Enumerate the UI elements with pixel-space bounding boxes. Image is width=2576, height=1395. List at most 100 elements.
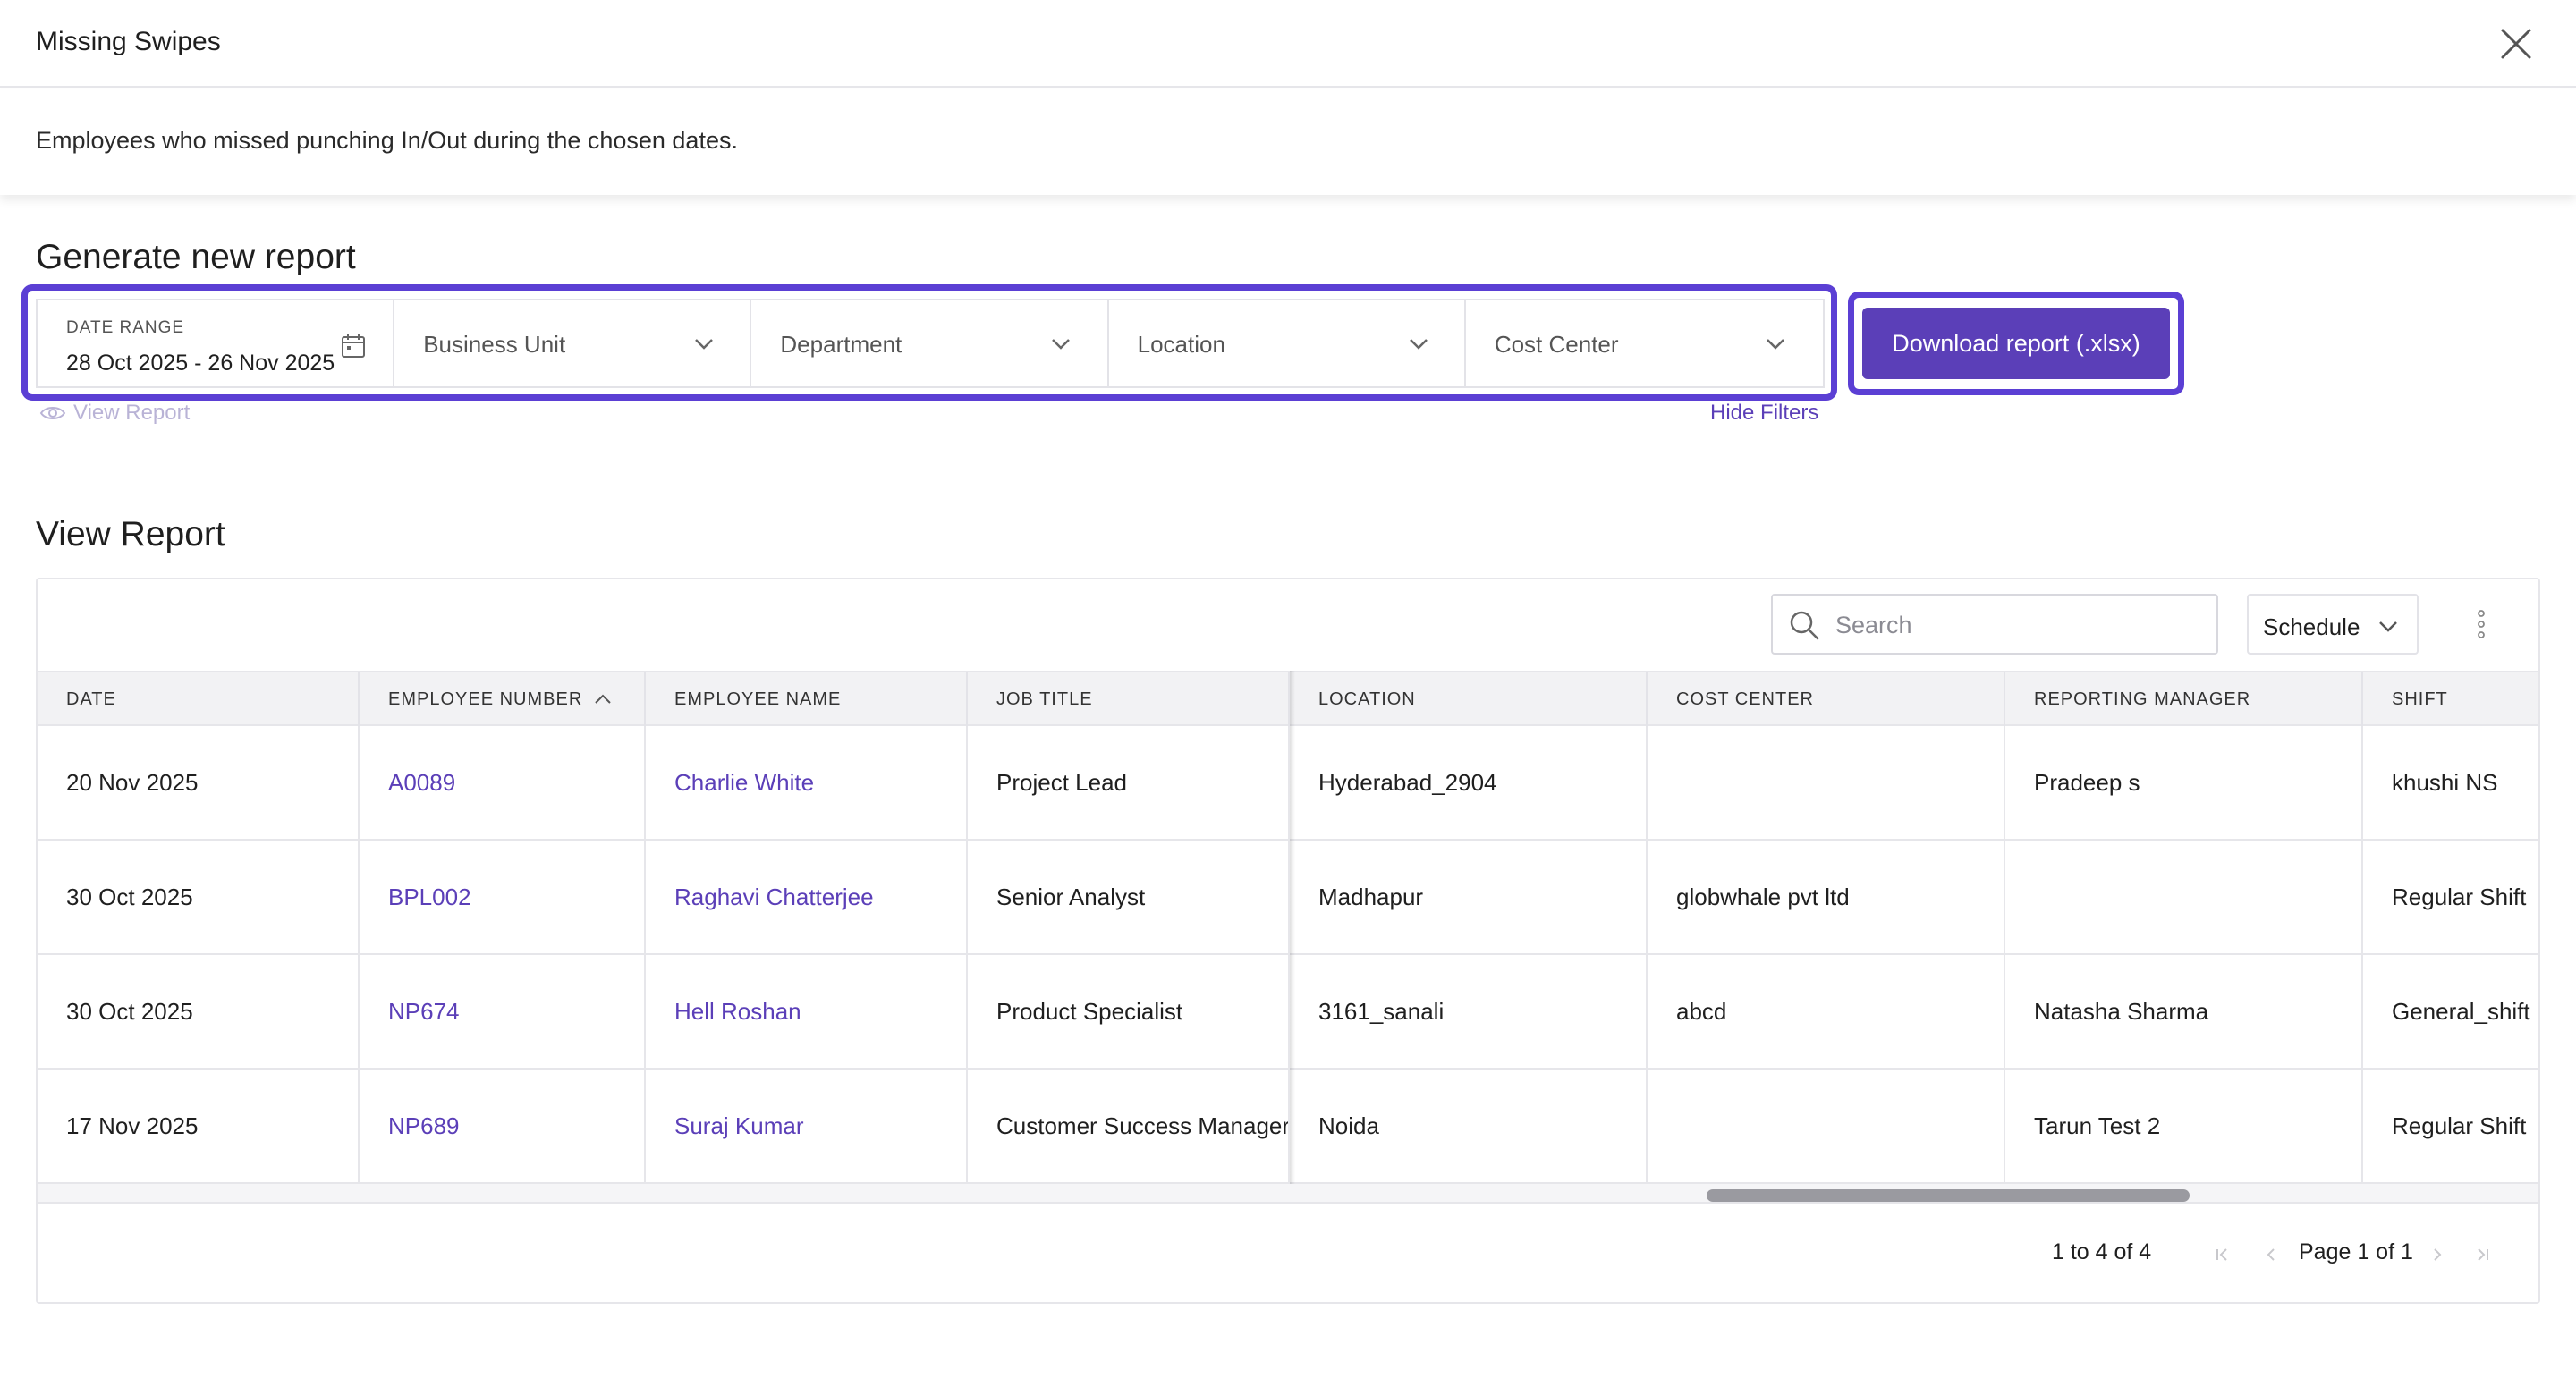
first-page-icon[interactable] [2213, 1245, 2233, 1264]
cell-shift: General_shift [2392, 997, 2530, 1025]
cell-job-title: Product Specialist [968, 955, 1290, 1068]
column-header-label: DATE [66, 689, 116, 709]
cell-job-title: Customer Success Manager [968, 1070, 1290, 1182]
cell-cost-center [1648, 1070, 2005, 1182]
column-header-date[interactable]: DATE [38, 672, 360, 726]
cell-employee-number[interactable]: BPL002 [360, 841, 646, 953]
horizontal-scrollbar[interactable] [38, 1184, 2538, 1204]
next-page-icon[interactable] [2428, 1245, 2447, 1264]
calendar-icon[interactable] [340, 333, 367, 359]
pagination-range: 1 to 4 of 4 [2052, 1239, 2152, 1264]
filters-row: DATE RANGE 28 Oct 2025 - 26 Nov 2025 Bus… [36, 299, 1825, 388]
cell-location: Noida [1290, 1070, 1648, 1182]
cell-employee-name[interactable]: Raghavi Chatterjee [646, 841, 968, 953]
eye-icon [39, 407, 66, 419]
column-header-label: REPORTING MANAGER [2034, 689, 2251, 709]
cell-reporting-manager: Tarun Test 2 [2005, 1070, 2363, 1182]
date-range-picker[interactable]: DATE RANGE 28 Oct 2025 - 26 Nov 2025 [38, 300, 395, 386]
filters-highlight [21, 284, 1837, 401]
cell-employee-name[interactable]: Suraj Kumar [646, 1070, 968, 1182]
schedule-dropdown[interactable]: Schedule [2247, 594, 2419, 655]
column-header-label: EMPLOYEE NUMBER [388, 689, 583, 709]
cell-job-title: Senior Analyst [968, 841, 1290, 953]
modal-header: Missing Swipes [0, 0, 2576, 88]
cell-cost-center: abcd [1648, 955, 2005, 1068]
cell-location: 3161_sanali [1290, 955, 1648, 1068]
column-header-label: SHIFT [2392, 689, 2448, 709]
last-page-icon[interactable] [2472, 1245, 2492, 1264]
hide-filters-link[interactable]: Hide Filters [1710, 401, 1819, 425]
cell-employee-name[interactable]: Charlie White [646, 726, 968, 839]
column-header-reporting-manager[interactable]: REPORTING MANAGER [2005, 672, 2363, 726]
report-table-card: Schedule DATE EMPLOYEE NUMBER EMPLOYEE N… [36, 578, 2540, 1304]
cell-cost-center: globwhale pvt ltd [1648, 841, 2005, 953]
cell-location: Madhapur [1290, 841, 1648, 953]
cell-date: 30 Oct 2025 [38, 841, 360, 953]
column-header-label: JOB TITLE [996, 689, 1093, 709]
cell-reporting-manager: Natasha Sharma [2005, 955, 2363, 1068]
search-input[interactable] [1835, 604, 2202, 646]
cell-employee-number[interactable]: A0089 [360, 726, 646, 839]
search-icon [1790, 611, 1819, 640]
column-header-location[interactable]: LOCATION [1290, 672, 1648, 726]
generate-report-heading: Generate new report [36, 238, 356, 276]
pinned-column-shadow [1290, 671, 1295, 1184]
close-button[interactable] [2496, 23, 2537, 64]
column-header-label: EMPLOYEE NAME [674, 689, 842, 709]
search-box[interactable] [1771, 594, 2218, 655]
department-select[interactable]: Department [751, 300, 1109, 386]
business-unit-label: Business Unit [423, 331, 566, 358]
description-area: Employees who missed punching In/Out dur… [0, 89, 2576, 195]
chevron-down-icon [1052, 339, 1071, 350]
kebab-icon[interactable] [2474, 606, 2488, 642]
cell-date: 20 Nov 2025 [38, 726, 360, 839]
column-header-cost-center[interactable]: COST CENTER [1648, 672, 2005, 726]
view-report-link-label: View Report [73, 401, 191, 425]
cell-reporting-manager: Pradeep s [2005, 726, 2363, 839]
location-select[interactable]: Location [1109, 300, 1466, 386]
schedule-label: Schedule [2263, 613, 2360, 640]
chevron-down-icon [695, 339, 714, 350]
column-header-label: LOCATION [1318, 689, 1416, 709]
cell-shift: Regular Shift [2392, 1112, 2527, 1139]
download-highlight [1848, 292, 2184, 395]
cell-employee-number[interactable]: NP689 [360, 1070, 646, 1182]
date-range-value: 28 Oct 2025 - 26 Nov 2025 [66, 351, 335, 376]
department-label: Department [780, 331, 902, 358]
prev-page-icon[interactable] [2261, 1245, 2281, 1264]
cell-employee-name[interactable]: Hell Roshan [646, 955, 968, 1068]
cost-center-label: Cost Center [1494, 331, 1619, 358]
view-report-link[interactable]: View Report [39, 401, 190, 426]
cell-employee-number[interactable]: NP674 [360, 955, 646, 1068]
cell-date: 17 Nov 2025 [38, 1070, 360, 1182]
business-unit-select[interactable]: Business Unit [394, 300, 752, 386]
sort-ascending-icon [595, 694, 611, 704]
modal-description: Employees who missed punching In/Out dur… [36, 127, 738, 154]
scrollbar-thumb[interactable] [1707, 1189, 2190, 1202]
table-header: DATE EMPLOYEE NUMBER EMPLOYEE NAME JOB T… [38, 671, 2538, 726]
table-row: 20 Nov 2025 A0089 Charlie White Project … [38, 726, 2538, 841]
table-row: 30 Oct 2025 NP674 Hell Roshan Product Sp… [38, 955, 2538, 1070]
cell-shift: khushi NS [2392, 768, 2498, 796]
location-label: Location [1137, 331, 1225, 358]
table-row: 17 Nov 2025 NP689 Suraj Kumar Customer S… [38, 1070, 2538, 1184]
column-header-employee-number[interactable]: EMPLOYEE NUMBER [360, 672, 646, 726]
chevron-down-icon [1766, 339, 1784, 350]
cell-cost-center [1648, 726, 2005, 839]
close-icon [2501, 29, 2531, 59]
cell-date: 30 Oct 2025 [38, 955, 360, 1068]
cell-reporting-manager [2005, 841, 2363, 953]
column-header-employee-name[interactable]: EMPLOYEE NAME [646, 672, 968, 726]
modal-title: Missing Swipes [36, 27, 221, 56]
cell-shift: Regular Shift [2392, 883, 2527, 910]
chevron-down-icon [2379, 621, 2397, 632]
cell-location: Hyderabad_2904 [1290, 726, 1648, 839]
page-indicator: Page 1 of 1 [2299, 1239, 2413, 1264]
chevron-down-icon [1409, 339, 1428, 350]
view-report-heading: View Report [36, 515, 225, 554]
column-header-job-title[interactable]: JOB TITLE [968, 672, 1290, 726]
cost-center-select[interactable]: Cost Center [1466, 300, 1823, 386]
download-report-button[interactable]: Download report (.xlsx) [1862, 308, 2170, 379]
column-header-shift[interactable]: SHIFT [2363, 672, 2538, 726]
date-range-label: DATE RANGE [66, 318, 185, 337]
